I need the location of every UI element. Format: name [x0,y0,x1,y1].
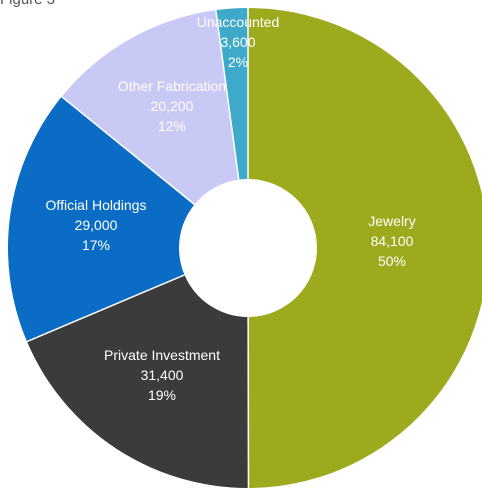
value-label: 29,000 [75,217,118,233]
slice-separator [215,10,240,180]
value-label: 31,400 [141,367,184,383]
category-label: Other Fabrication [118,78,226,94]
percent-label: 17% [82,237,110,253]
category-label: Official Holdings [46,197,147,213]
slice-separator [61,96,195,206]
percent-label: 2% [228,54,248,70]
percent-label: 19% [148,387,176,403]
category-label: Private Investment [104,347,220,363]
value-label: 84,100 [371,233,414,249]
category-label: Jewelry [368,213,415,229]
slice-official-holdings [7,96,195,342]
percent-label: 50% [378,253,406,269]
slice-label-jewelry: Jewelry 84,100 50% [368,213,415,269]
slice-separator [26,274,185,343]
slice-unaccounted [215,8,248,180]
slice-label-other-fabrication: Other Fabrication 20,200 12% [118,78,226,134]
percent-label: 12% [158,118,186,134]
slice-jewelry [248,8,482,488]
slice-label-private-investment: Private Investment 31,400 19% [104,347,220,403]
value-label: 3,600 [220,34,255,50]
slice-other-fabrication [61,10,239,205]
figure-label: Figure 3 [0,0,55,8]
slice-label-official-holdings: Official Holdings 29,000 17% [46,197,147,253]
slice-private-investment [26,274,249,488]
category-label: Unaccounted [197,14,280,30]
value-label: 20,200 [151,98,194,114]
slice-label-unaccounted: Unaccounted 3,600 2% [197,14,280,70]
